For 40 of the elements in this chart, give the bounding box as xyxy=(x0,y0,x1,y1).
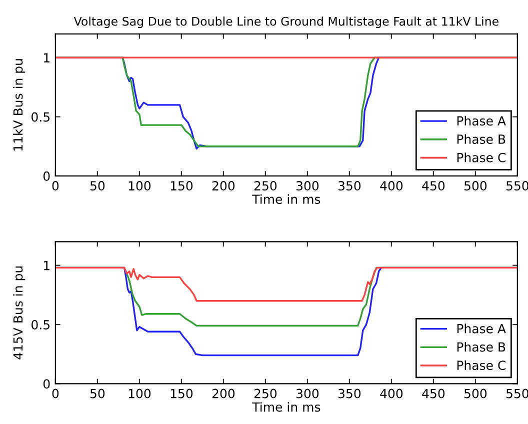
y-axis-title: 415V Bus in pu xyxy=(13,266,26,360)
x-tick-label: 150 xyxy=(170,181,193,190)
x-tick-label: 400 xyxy=(380,181,403,190)
line-series xyxy=(55,266,518,302)
x-tick-label: 0 xyxy=(52,181,59,190)
x-tick-label: 200 xyxy=(212,388,235,398)
legend-label: Phase A xyxy=(457,116,506,126)
legend-label: Phase C xyxy=(457,360,506,370)
x-tick-label: 500 xyxy=(464,181,487,190)
legend-label: Phase A xyxy=(457,324,506,334)
y-axis-title: 11kV Bus in pu xyxy=(13,59,26,151)
x-axis-title: Time in ms xyxy=(252,402,320,412)
x-tick-label: 150 xyxy=(170,388,193,398)
x-tick-label: 300 xyxy=(296,181,319,190)
legend-label: Phase C xyxy=(457,152,506,162)
x-tick-label: 450 xyxy=(422,388,445,398)
x-tick-label: 200 xyxy=(212,181,235,190)
x-tick-label: 50 xyxy=(90,388,105,398)
y-tick-label: 1 xyxy=(44,260,50,270)
x-tick-label: 400 xyxy=(380,388,403,398)
legend-label: Phase B xyxy=(457,134,506,144)
x-tick-label: 100 xyxy=(128,388,151,398)
y-tick-label: 0.5 xyxy=(32,112,50,122)
chart-title: Voltage Sag Due to Double Line to Ground Multistage Fault at 11kV Line xyxy=(74,16,498,28)
x-axis-title: Time in ms xyxy=(252,194,320,204)
y-tick-label: 0 xyxy=(43,379,50,389)
legend-label: Phase B xyxy=(457,342,506,352)
x-tick-label: 100 xyxy=(128,181,151,190)
x-tick-label: 250 xyxy=(254,181,277,190)
y-tick-label: 0 xyxy=(43,171,50,181)
x-tick-label: 0 xyxy=(52,388,59,398)
x-tick-label: 500 xyxy=(464,388,487,398)
x-tick-label: 250 xyxy=(254,388,277,398)
x-tick-label: 350 xyxy=(338,181,361,190)
x-tick-label: 300 xyxy=(296,388,319,398)
y-tick-label: 0.5 xyxy=(32,320,50,330)
y-tick-label: 1 xyxy=(44,53,50,62)
x-tick-label: 50 xyxy=(90,181,105,190)
x-tick-label: 450 xyxy=(422,181,445,190)
x-tick-label: 350 xyxy=(338,388,361,398)
